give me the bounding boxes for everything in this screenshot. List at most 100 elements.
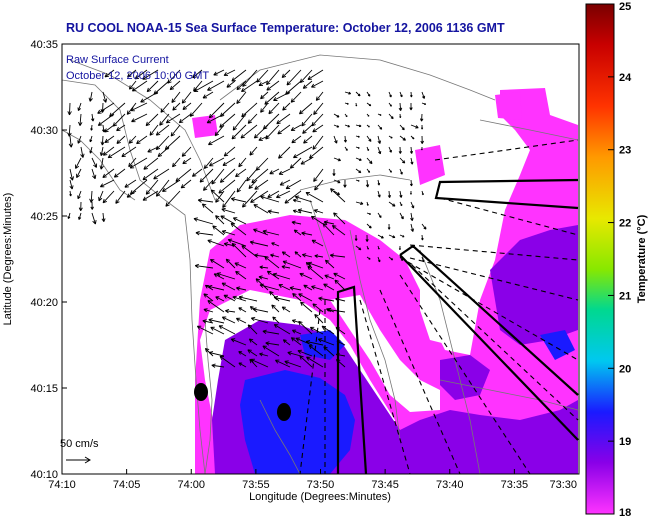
current-vector — [291, 329, 302, 335]
current-vector — [269, 291, 280, 302]
current-vector — [97, 113, 115, 126]
current-vector — [265, 341, 280, 346]
current-vector — [247, 349, 258, 357]
y-tick-label: 40:15 — [30, 383, 58, 395]
current-vector — [230, 222, 247, 236]
current-vector — [276, 113, 291, 125]
current-vector — [208, 102, 225, 119]
current-vector — [75, 157, 82, 169]
current-vector — [312, 135, 324, 150]
current-vector — [355, 135, 360, 138]
current-vector — [159, 113, 170, 126]
current-vector — [107, 146, 126, 159]
current-vector — [387, 223, 391, 230]
current-vector — [216, 272, 236, 280]
current-vector — [208, 284, 225, 291]
scale-arrow — [66, 456, 91, 464]
current-vector — [377, 234, 384, 239]
current-vector — [366, 223, 372, 229]
current-vector — [420, 146, 423, 151]
current-vector — [292, 293, 302, 302]
current-vector — [235, 168, 247, 178]
current-vector — [421, 234, 424, 241]
current-vector — [258, 80, 269, 86]
current-vector — [302, 124, 313, 134]
current-vector — [247, 113, 258, 124]
current-vector — [293, 229, 302, 236]
current-vector — [77, 135, 82, 144]
current-vector — [218, 179, 236, 194]
current-vector — [279, 179, 291, 186]
current-vector — [253, 228, 269, 236]
current-vector — [292, 198, 302, 203]
current-vector — [99, 157, 104, 170]
current-vector — [309, 146, 324, 159]
current-vector — [312, 124, 324, 133]
current-vector — [143, 157, 159, 170]
current-vector — [165, 113, 181, 124]
current-vector — [231, 242, 247, 258]
current-vector — [344, 102, 349, 105]
current-vector — [399, 234, 405, 238]
current-vector — [281, 69, 291, 79]
current-vector — [218, 325, 236, 335]
current-vector — [202, 91, 214, 99]
current-vector — [221, 229, 236, 236]
current-vector — [260, 91, 269, 100]
current-vector — [300, 301, 313, 313]
current-vector — [377, 146, 382, 155]
current-vector — [308, 344, 324, 357]
current-vector — [153, 168, 170, 180]
current-vector — [305, 339, 324, 346]
current-vector — [223, 146, 236, 157]
current-vector — [208, 135, 225, 146]
colorbar-tick-label: 18 — [619, 507, 631, 518]
current-vector — [104, 135, 115, 143]
current-vector — [377, 245, 380, 250]
current-vector — [142, 69, 159, 80]
current-vector — [333, 124, 340, 128]
current-vector — [116, 135, 126, 144]
current-vector — [203, 308, 214, 313]
current-vector — [170, 124, 181, 137]
current-vector — [366, 157, 373, 165]
current-vector — [310, 215, 324, 225]
current-vector — [420, 135, 424, 144]
current-vector — [155, 124, 170, 136]
current-vector — [76, 168, 82, 179]
current-vector — [77, 102, 82, 111]
current-vector — [399, 157, 406, 164]
current-vector — [182, 157, 192, 165]
current-vector — [365, 179, 370, 188]
y-axis-label: Latitude (Degrees:Minutes) — [2, 193, 14, 326]
current-vector — [291, 135, 302, 144]
current-vector — [273, 295, 291, 302]
current-vector — [259, 352, 269, 357]
current-vector — [102, 168, 115, 178]
current-vector — [172, 102, 181, 111]
current-vector — [321, 325, 335, 335]
current-vector — [332, 168, 336, 176]
current-vector — [68, 135, 74, 148]
current-vector — [238, 295, 258, 302]
current-vector — [269, 168, 280, 175]
x-tick-label: 74:05 — [113, 479, 141, 491]
current-vector — [246, 168, 258, 182]
current-vector — [115, 190, 126, 204]
current-vector — [294, 251, 302, 258]
current-vector — [343, 179, 347, 188]
current-vector — [238, 157, 247, 168]
current-vector — [278, 284, 291, 291]
current-vector — [307, 265, 324, 280]
current-vector — [399, 124, 405, 131]
current-vector — [377, 212, 382, 219]
current-vector — [165, 190, 181, 207]
current-vector — [249, 240, 269, 247]
current-vector — [289, 286, 302, 291]
current-vector — [222, 157, 236, 166]
current-vector — [180, 179, 192, 189]
sst-map — [62, 44, 579, 474]
legend-line-1: Raw Surface Current — [66, 54, 169, 66]
current-vector — [366, 91, 371, 97]
current-vector — [219, 168, 236, 183]
